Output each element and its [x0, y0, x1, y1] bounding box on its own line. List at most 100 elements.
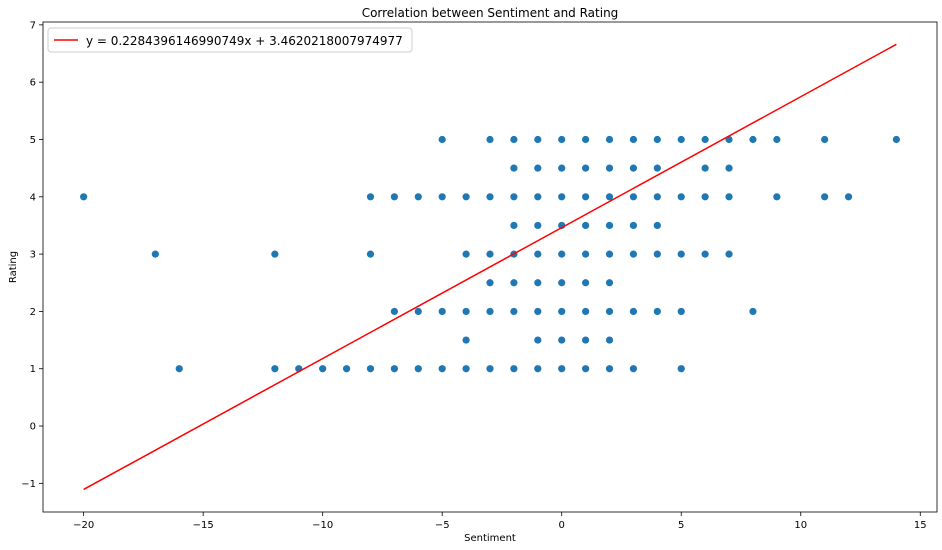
data-point [558, 307, 566, 316]
y-tick-label: 3 [30, 250, 36, 261]
data-point [366, 250, 375, 258]
x-tick-label: −15 [193, 520, 214, 531]
data-point [366, 365, 375, 373]
data-point [462, 193, 470, 201]
y-tick-label: 2 [30, 307, 36, 318]
data-point [653, 221, 661, 230]
plot-marks [80, 43, 900, 491]
x-tick-label: 15 [914, 520, 927, 531]
data-point [534, 221, 542, 230]
data-point [725, 250, 733, 258]
data-point [534, 307, 542, 316]
y-tick-label: 4 [30, 192, 36, 203]
data-point [582, 365, 590, 373]
data-point [510, 365, 518, 373]
data-point [558, 135, 566, 144]
data-point [486, 250, 494, 258]
data-point [151, 250, 159, 258]
y-tick-label: −1 [21, 479, 36, 490]
data-point [80, 193, 88, 201]
data-point [582, 250, 590, 258]
data-point [534, 250, 542, 258]
data-point [701, 193, 709, 201]
data-point [749, 135, 757, 144]
data-point [653, 250, 661, 258]
data-point [725, 193, 733, 201]
data-point [175, 365, 183, 373]
x-axis-label: Sentiment [464, 533, 516, 544]
data-point [534, 164, 542, 172]
data-point [821, 193, 829, 201]
data-point [677, 365, 685, 373]
data-point [629, 307, 638, 316]
y-axis-label: Rating [8, 251, 19, 283]
y-tick-label: 0 [30, 422, 36, 433]
data-point [582, 164, 590, 172]
x-tick-label: 0 [559, 520, 565, 531]
data-point [414, 193, 422, 201]
data-point [486, 193, 494, 201]
data-point [653, 135, 661, 144]
x-tick-label: 5 [678, 520, 684, 531]
data-point [510, 164, 518, 172]
data-point [438, 135, 446, 144]
y-tick-label: 1 [30, 364, 36, 375]
data-point [534, 365, 542, 373]
data-point [486, 307, 494, 316]
data-point [653, 193, 661, 201]
data-point [605, 193, 614, 201]
data-point [629, 135, 638, 144]
data-point [701, 135, 709, 144]
data-point [677, 135, 685, 144]
data-point [677, 250, 685, 258]
data-point [438, 193, 446, 201]
x-tick-label: 10 [794, 520, 807, 531]
data-point [462, 365, 470, 373]
data-point [510, 279, 518, 287]
data-point [462, 336, 470, 344]
x-tick-label: −20 [73, 520, 94, 531]
data-point [821, 135, 829, 144]
data-point [677, 307, 685, 316]
data-point [582, 193, 590, 201]
data-point [390, 365, 398, 373]
data-point [629, 164, 638, 172]
plot-frame [42, 21, 938, 513]
data-point [558, 164, 566, 172]
data-point [510, 307, 518, 316]
legend-box [47, 27, 413, 53]
data-point [605, 250, 614, 258]
data-point [629, 250, 638, 258]
x-tick-label: −10 [312, 520, 333, 531]
data-point [438, 307, 446, 316]
data-point [749, 307, 757, 316]
data-point [605, 365, 614, 373]
data-point [390, 193, 398, 201]
data-point [629, 365, 638, 373]
data-point [605, 164, 614, 172]
x-tick-label: −5 [435, 520, 450, 531]
data-point [773, 193, 781, 201]
data-point [342, 365, 351, 373]
regression-line [83, 43, 897, 491]
data-point [558, 250, 566, 258]
data-point [605, 135, 614, 144]
data-point [486, 365, 494, 373]
data-point [582, 279, 590, 287]
data-point [414, 365, 422, 373]
data-point [558, 336, 566, 344]
data-point [534, 193, 542, 201]
data-point [414, 307, 422, 316]
y-tick-label: 7 [30, 20, 36, 31]
data-point [582, 336, 590, 344]
data-point [534, 336, 542, 344]
data-point [510, 193, 518, 201]
data-point [653, 307, 661, 316]
data-point [844, 193, 853, 201]
data-point [510, 135, 518, 144]
chart-title: Correlation between Sentiment and Rating [362, 6, 619, 20]
data-point [558, 365, 566, 373]
data-point [892, 135, 900, 144]
